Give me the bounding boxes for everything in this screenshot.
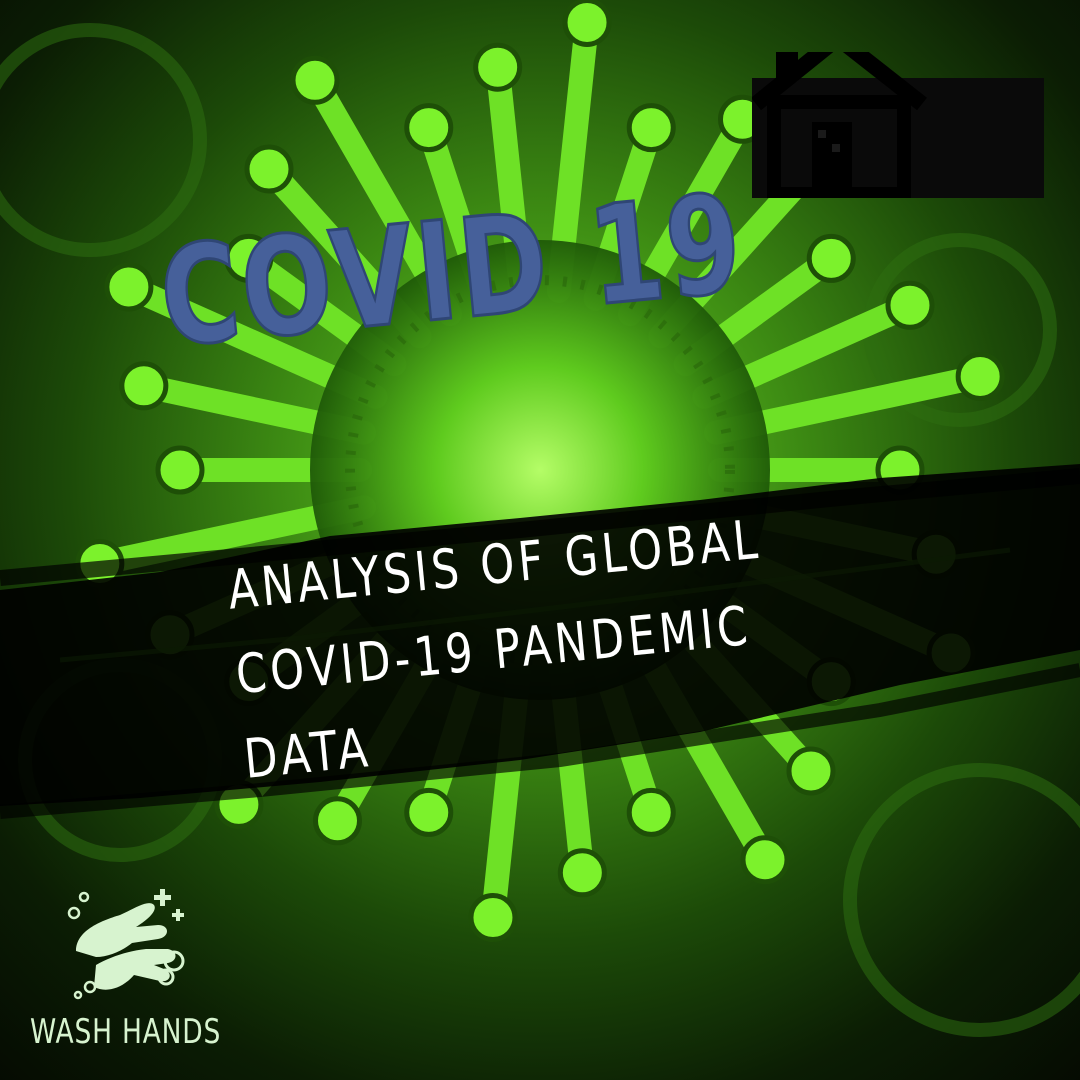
virus-spike-tip	[473, 42, 523, 92]
virus-spike-tip	[806, 233, 856, 283]
virus-spike-tip	[468, 893, 518, 943]
virus-spike-tip	[119, 361, 169, 411]
virus-spike-tip	[626, 787, 676, 837]
wash-hands-icon	[67, 889, 185, 1000]
home-icon	[750, 27, 1044, 201]
virus-spike-tip	[740, 835, 790, 885]
virus-spike-tip	[155, 445, 205, 495]
virus-core-texture	[345, 275, 735, 665]
virus-spike-tip	[404, 787, 454, 837]
virus-spike-tip	[562, 0, 612, 47]
virus-spike-tip	[290, 55, 340, 105]
virus-spike-tip	[557, 848, 607, 898]
virus-spike-tip	[224, 233, 274, 283]
home-icon-graphic	[750, 27, 1044, 201]
virus-spike-tip	[955, 351, 1005, 401]
virus-spike-tip	[244, 144, 294, 194]
virus-spike-tip	[404, 103, 454, 153]
virus-spike-tip	[104, 262, 154, 312]
virus-spike-tip	[626, 103, 676, 153]
virus-spike-tip	[885, 280, 935, 330]
brush-stroke-band	[0, 464, 1080, 819]
wash-hands-label: WASH HANDS	[30, 1012, 222, 1052]
virus-spike-tip	[313, 796, 362, 846]
virus-spike-tip	[786, 746, 836, 796]
